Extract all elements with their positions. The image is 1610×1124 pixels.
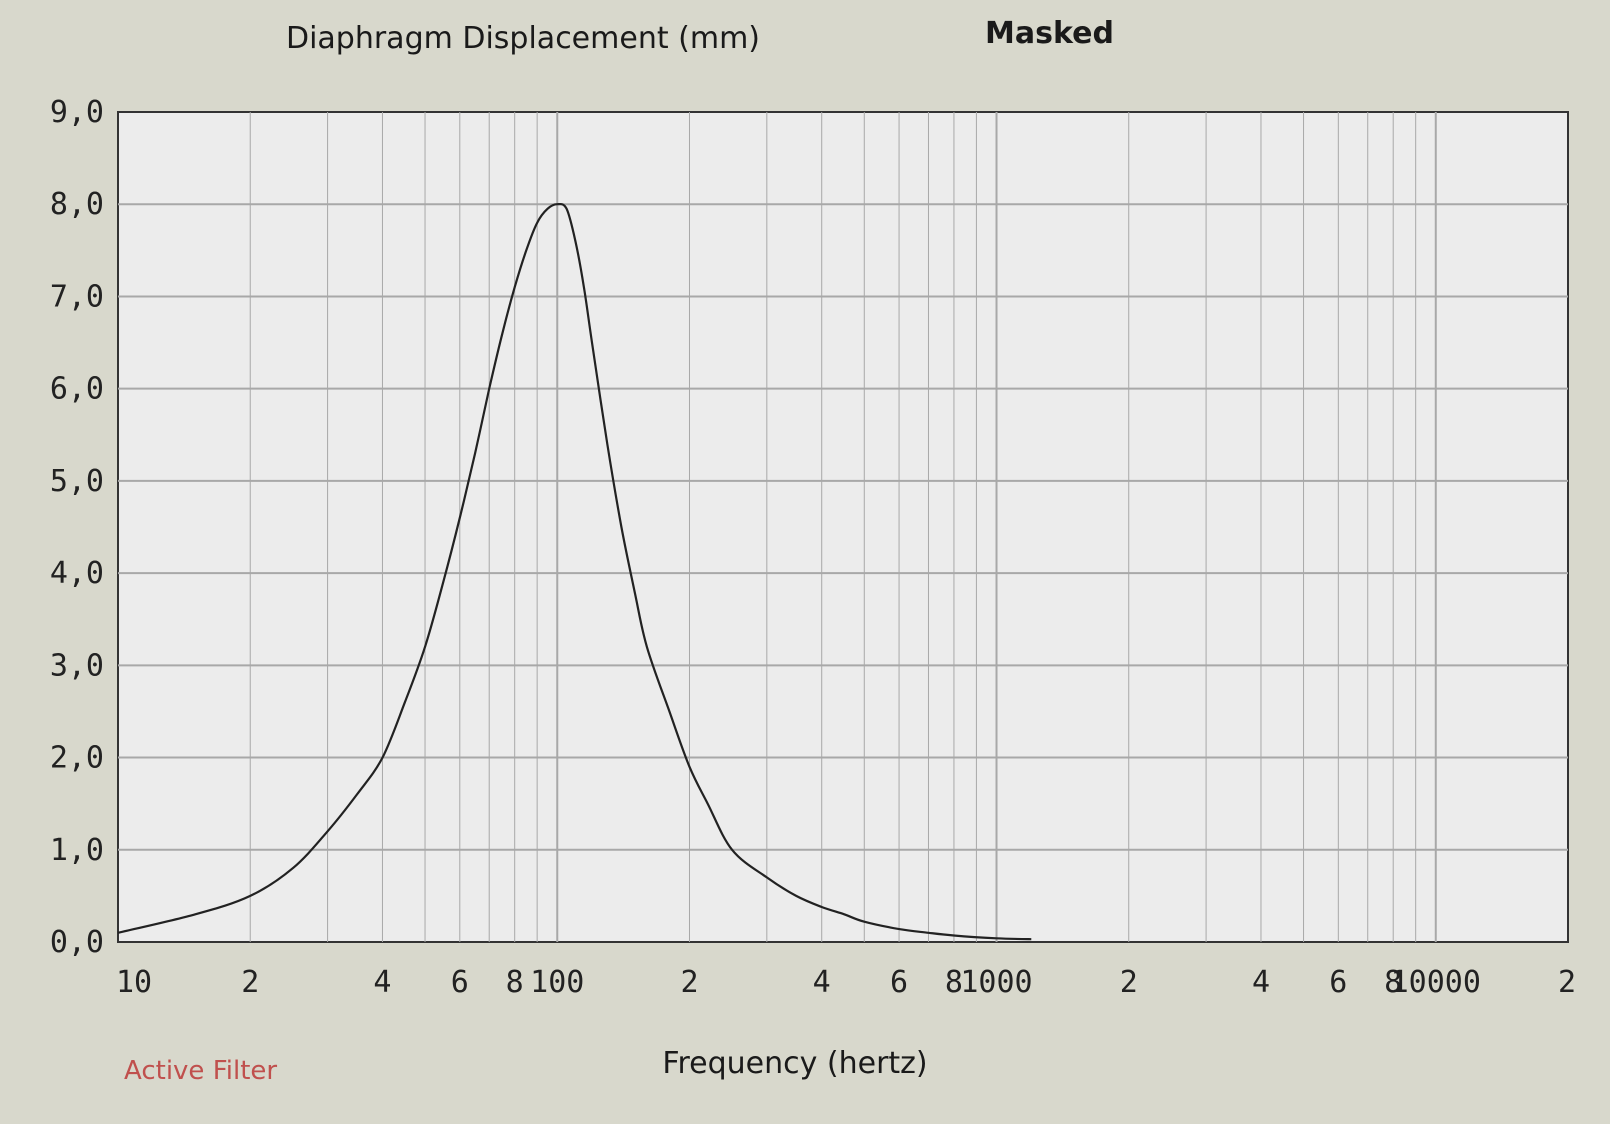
- chart-status-masked: Masked: [985, 16, 1114, 51]
- displacement-series-line: [117, 202, 1032, 941]
- x-tick-label: 6: [1329, 965, 1347, 1000]
- active-filter-status[interactable]: Active Filter: [124, 1056, 277, 1086]
- x-tick-label: 4: [373, 965, 391, 1000]
- x-tick-label: 8: [506, 965, 524, 1000]
- series-layer: [117, 202, 1032, 941]
- y-tick-label: 6,0: [50, 372, 104, 407]
- x-tick-label: 2: [241, 965, 259, 1000]
- x-tick-label: 100: [530, 965, 584, 1000]
- x-tick-label: 4: [1252, 965, 1270, 1000]
- x-tick-label: 8: [1384, 965, 1402, 1000]
- y-axis-ticks: 0,0 1,0 2,0 3,0 4,0 5,0 6,0 7,0 8,0 9,0: [50, 95, 104, 960]
- x-tick-label: 6: [890, 965, 908, 1000]
- y-tick-label: 4,0: [50, 556, 104, 591]
- x-tick-label: 1000: [960, 965, 1032, 1000]
- y-tick-label: 8,0: [50, 187, 104, 222]
- x-tick-label: 6: [451, 965, 469, 1000]
- y-tick-label: 1,0: [50, 833, 104, 868]
- x-tick-label: 10: [116, 965, 152, 1000]
- y-tick-label: 9,0: [50, 95, 104, 130]
- x-tick-label: 2: [680, 965, 698, 1000]
- y-tick-label: 5,0: [50, 464, 104, 499]
- chart-title: Diaphragm Displacement (mm): [286, 21, 760, 56]
- y-tick-label: 3,0: [50, 648, 104, 683]
- x-tick-label: 8: [945, 965, 963, 1000]
- plot-area: [117, 111, 1569, 943]
- y-tick-label: 2,0: [50, 741, 104, 776]
- y-tick-label: 0,0: [50, 925, 104, 960]
- x-axis-label: Frequency (hertz): [662, 1046, 927, 1081]
- y-tick-label: 7,0: [50, 279, 104, 314]
- x-tick-label: 4: [813, 965, 831, 1000]
- x-tick-label: 2: [1558, 965, 1576, 1000]
- x-tick-label: 10000: [1391, 965, 1481, 1000]
- x-tick-label: 2: [1120, 965, 1138, 1000]
- grid-layer: [118, 112, 1568, 942]
